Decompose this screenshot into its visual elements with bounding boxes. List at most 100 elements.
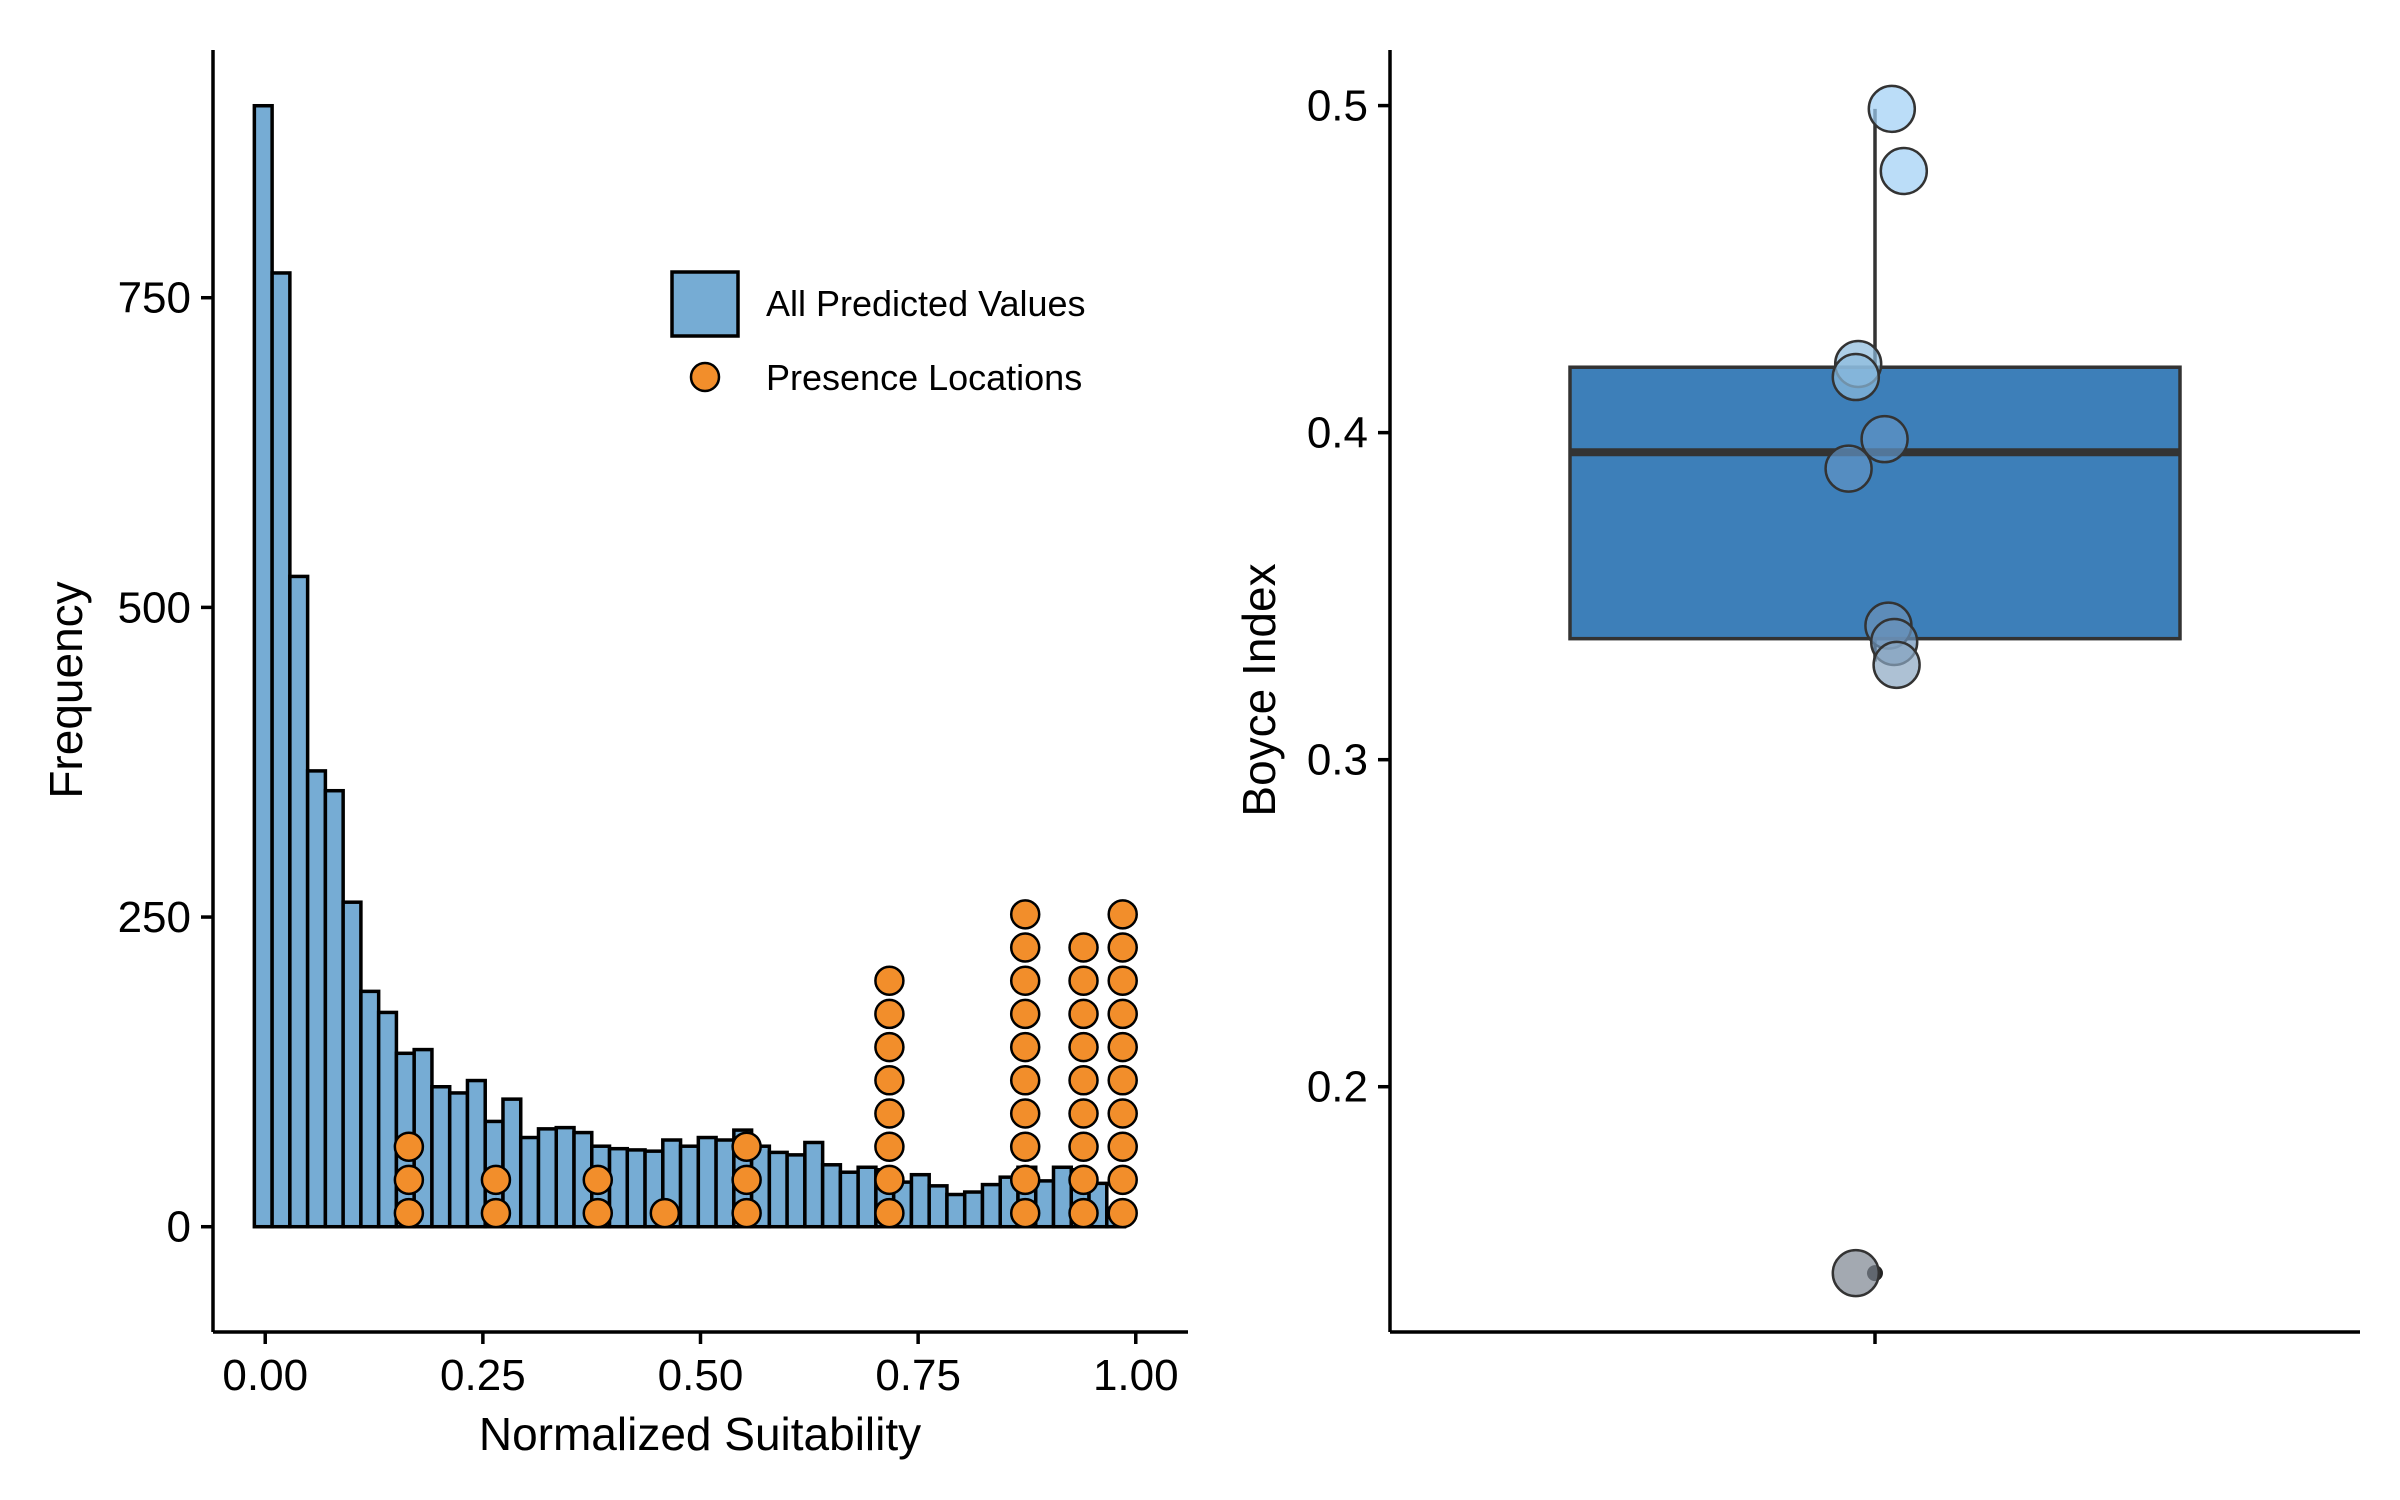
legend-key-bar: [670, 270, 740, 338]
boxplot-y-tick-label: 0.3: [1307, 736, 1368, 785]
histogram-bar: [856, 1165, 878, 1229]
presence-point: [1009, 1197, 1041, 1229]
histogram-bar: [341, 900, 363, 1229]
presence-point: [1107, 1031, 1138, 1063]
presence-point: [393, 1164, 425, 1196]
histogram-bar: [305, 769, 328, 1229]
histogram-bar: [820, 1163, 843, 1229]
histogram-bar: [803, 1140, 825, 1229]
presence-point: [1068, 1164, 1099, 1196]
boxplot-jitter-points: [1824, 84, 1929, 1298]
presence-point: [393, 1197, 425, 1229]
legend-label-all-predicted-values: All Predicted Values: [766, 283, 1086, 324]
presence-points: [393, 899, 1138, 1229]
histogram-bar: [696, 1135, 718, 1229]
histogram-bar: [945, 1192, 967, 1229]
histogram-x-tick-label: 1.00: [1093, 1351, 1179, 1400]
histogram-bar: [962, 1190, 985, 1229]
presence-point: [874, 1098, 905, 1129]
presence-point: [1068, 1031, 1099, 1063]
presence-point: [1068, 1065, 1099, 1096]
histogram-bar: [465, 1078, 487, 1229]
presence-point: [874, 1065, 905, 1096]
histogram-axes: 0 250 500 750 0.00 0.25 0.50 0.75 1.00: [118, 50, 1188, 1400]
boxplot-y-tick-label: 0.5: [1307, 82, 1368, 131]
presence-point: [874, 1197, 905, 1229]
boxplot-y-ticks: 0.2 0.3 0.4 0.5: [1307, 82, 1390, 1112]
histogram-bar: [838, 1170, 860, 1229]
presence-point: [1068, 1131, 1099, 1162]
histogram-bar: [785, 1153, 807, 1229]
legend-label-presence-locations: Presence Locations: [766, 357, 1082, 398]
histogram-x-axis-title: Normalized Suitability: [479, 1408, 921, 1460]
presence-point: [1107, 965, 1138, 996]
histogram-panel: 0 250 500 750 0.00 0.25 0.50 0.75 1.00 Normaliz…: [40, 50, 1188, 1460]
histogram-bar: [430, 1084, 452, 1229]
presence-point: [582, 1197, 614, 1229]
histogram-y-tick-label: 500: [118, 583, 191, 632]
presence-point: [1107, 1197, 1138, 1229]
presence-point: [1068, 1098, 1099, 1129]
presence-point: [649, 1197, 681, 1229]
presence-point: [1107, 932, 1138, 963]
histogram-bar: [359, 989, 381, 1229]
histogram-bar: [518, 1135, 541, 1229]
boxplot-jitter-point: [1860, 414, 1909, 464]
presence-point: [1107, 1164, 1138, 1196]
histogram-x-tick-label: 0.50: [658, 1351, 744, 1400]
boxplot-y-tick-label: 0.2: [1307, 1063, 1368, 1112]
histogram-bar: [288, 574, 310, 1229]
boxplot-jitter-point: [1831, 352, 1881, 402]
boxplot-jitter-point: [1831, 1248, 1881, 1298]
boxplot-jitter-point: [1872, 640, 1921, 690]
histogram-bar: [767, 1150, 789, 1229]
presence-point: [1068, 998, 1099, 1030]
boxplot-box-group: [1568, 108, 2182, 1282]
histogram-y-tick-label: 250: [118, 893, 191, 942]
histogram-bar: [1051, 1165, 1074, 1229]
boxplot-panel: 0.2 0.3 0.4 0.5 Boyce Index: [1233, 50, 2360, 1344]
presence-point: [1068, 1197, 1099, 1229]
boxplot-y-tick-label: 0.4: [1307, 409, 1368, 458]
histogram-bar: [927, 1184, 949, 1229]
boxplot-box: [1568, 365, 2182, 641]
histogram-bar: [909, 1172, 931, 1229]
presence-point: [480, 1164, 512, 1196]
presence-point: [731, 1131, 762, 1162]
presence-point: [731, 1197, 762, 1229]
presence-point: [874, 1164, 905, 1196]
histogram-y-axis-title: Frequency: [40, 581, 92, 798]
histogram-x-tick-label: 0.00: [222, 1351, 308, 1400]
presence-point: [1009, 1131, 1041, 1162]
histogram-bar: [554, 1125, 576, 1229]
presence-point: [874, 998, 905, 1030]
presence-point: [1009, 1098, 1041, 1129]
presence-point: [1068, 965, 1099, 996]
histogram-y-tick-label: 750: [118, 274, 191, 323]
presence-point: [874, 965, 905, 996]
histogram-x-ticks: 0.00 0.25 0.50 0.75 1.00: [222, 1332, 1179, 1400]
boxplot-jitter-point: [1879, 146, 1929, 196]
histogram-y-ticks: 0 250 500 750: [118, 274, 213, 1252]
presence-point: [1009, 965, 1041, 996]
histogram-bar: [376, 1010, 399, 1229]
presence-point: [582, 1164, 614, 1196]
histogram-bar: [678, 1144, 701, 1229]
boxplot-axes: 0.2 0.3 0.4 0.5: [1307, 50, 2360, 1344]
histogram-y-tick-label: 0: [167, 1203, 191, 1252]
legend: All Predicted Values Presence Locations: [670, 270, 1086, 398]
boxplot-jitter-point: [1824, 444, 1873, 493]
presence-point: [874, 1131, 905, 1162]
histogram-x-tick-label: 0.25: [440, 1351, 526, 1400]
presence-point: [874, 1031, 905, 1063]
histogram-x-tick-label: 0.75: [875, 1351, 961, 1400]
presence-point: [1009, 899, 1041, 930]
presence-point: [1009, 1164, 1041, 1196]
presence-point: [1009, 932, 1041, 963]
histogram-bar: [536, 1127, 559, 1229]
histogram-bar: [270, 271, 292, 1229]
presence-point: [1107, 899, 1138, 930]
presence-point: [1107, 998, 1138, 1030]
boxplot-jitter-point: [1867, 84, 1917, 134]
